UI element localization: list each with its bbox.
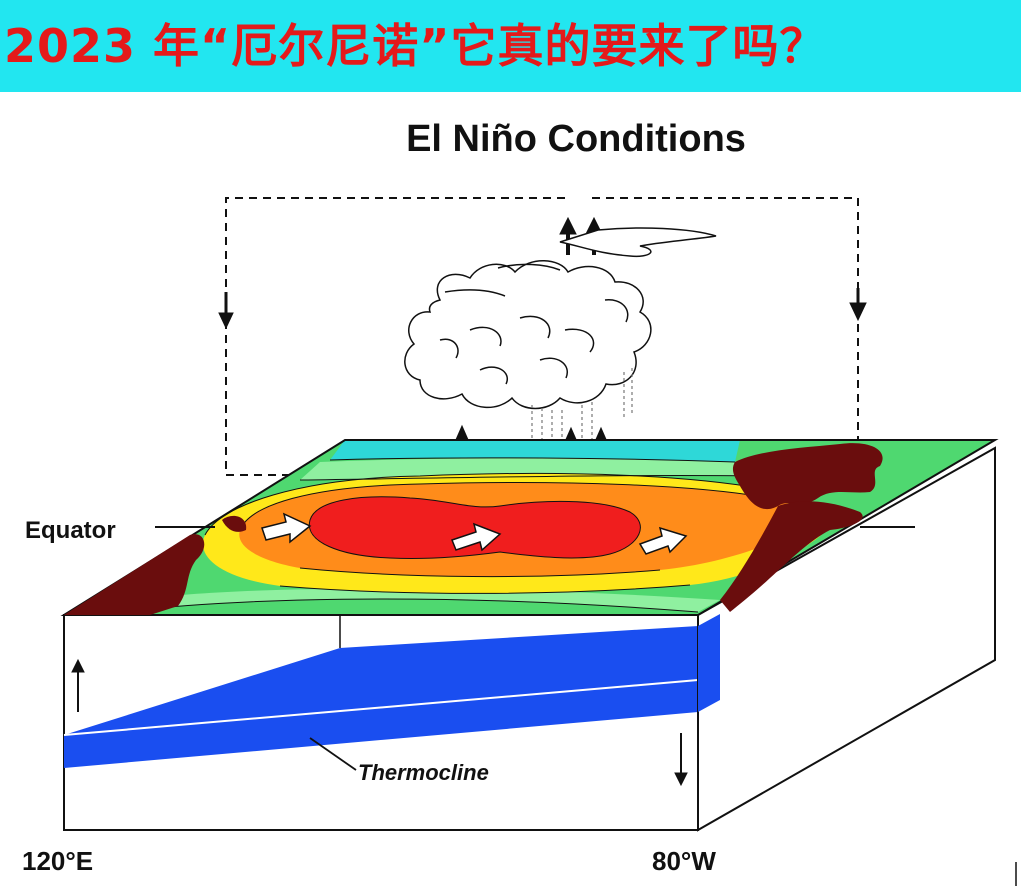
box-side-face: [697, 446, 996, 832]
vertical-motion-arrows: [71, 658, 688, 787]
header-banner: 2023 年“厄尔尼诺”它真的要来了吗？: [0, 0, 1021, 92]
convection-cloud: [404, 227, 717, 410]
longitude-west-label: 120°E: [22, 846, 94, 876]
land-masses: [64, 443, 883, 615]
diagram-title: El Niño Conditions: [406, 118, 746, 160]
thermocline-label: Thermocline: [358, 760, 489, 785]
side-blue-edge: [698, 614, 720, 712]
ocean-cross-section: [63, 614, 699, 831]
page-title: 2023 年“厄尔尼诺”它真的要来了吗？: [4, 19, 827, 73]
thermocline-pointer: [309, 737, 357, 771]
ocean-current-arrows: [261, 512, 688, 555]
longitude-east-label: 80°W: [652, 846, 716, 876]
thermocline-line: [63, 679, 699, 736]
equator-label: Equator: [25, 517, 116, 544]
